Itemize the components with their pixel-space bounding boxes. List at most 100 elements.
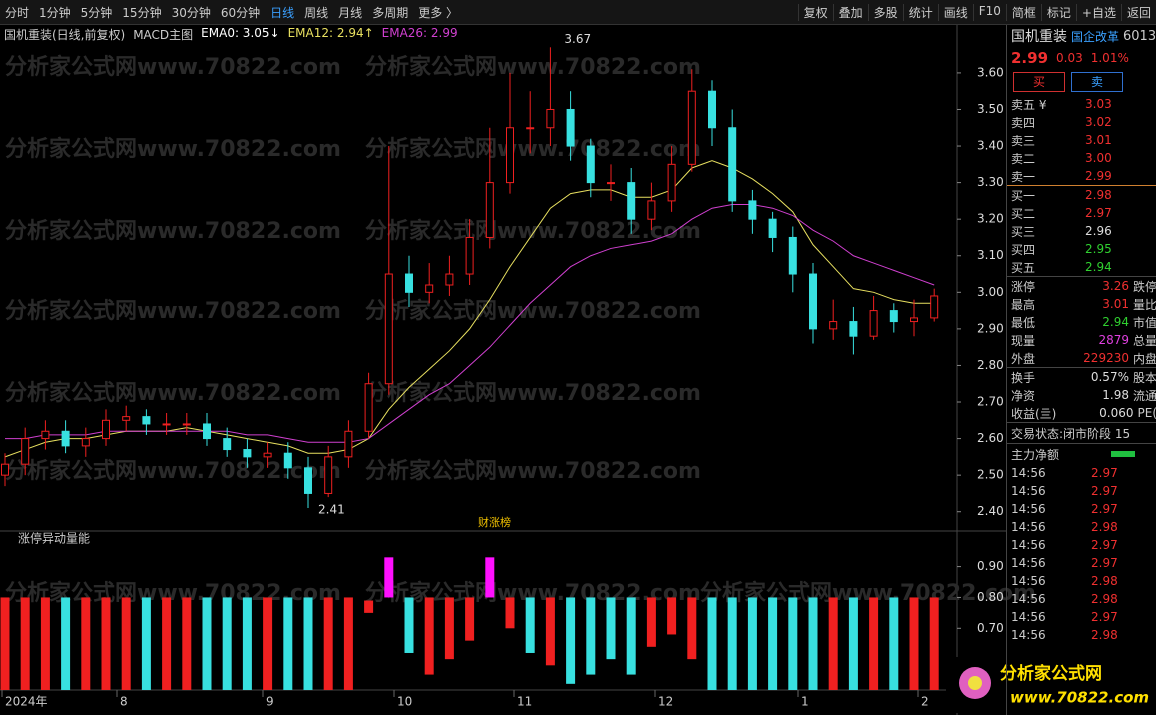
period-tab[interactable]: 分时	[5, 5, 30, 20]
tool-button[interactable]: +自选	[1075, 3, 1121, 21]
candle-body	[647, 200, 656, 220]
volume-bar	[788, 597, 798, 690]
candle-body	[667, 163, 676, 202]
chart-title: 国机重装(日线,前复权)	[4, 28, 126, 42]
y-tick-label: 2.90	[977, 321, 1004, 335]
y-tick-label: 3.40	[977, 139, 1004, 153]
y-tick-label: 2.50	[977, 468, 1004, 482]
tool-button[interactable]: 画线	[937, 3, 973, 21]
candle-body	[61, 430, 70, 447]
candle-body	[1, 463, 9, 476]
volume-bar	[646, 597, 656, 647]
candle-body	[182, 423, 191, 426]
candle-body	[223, 438, 232, 451]
candle-body	[445, 273, 454, 286]
candle-body	[506, 127, 514, 184]
status-row: 交易状态: 闭市阶段 15	[1007, 422, 1156, 443]
order-label: 卖一	[1011, 169, 1036, 184]
order-label: 卖五 ¥	[1011, 97, 1047, 112]
order-price: 3.03	[1085, 97, 1112, 111]
period-tab[interactable]: 1分钟	[39, 5, 71, 20]
stat-extra: 内盘	[1132, 351, 1156, 366]
panel-title: 涨停异动量能	[18, 531, 90, 546]
candle-body	[708, 90, 716, 129]
candle-body	[566, 108, 575, 147]
tool-button[interactable]: 简框	[1005, 3, 1041, 21]
candle-body	[324, 456, 333, 494]
volume-bar	[667, 597, 677, 635]
period-tab[interactable]: 月线	[338, 5, 363, 20]
period-tab[interactable]: 60分钟	[220, 5, 261, 20]
period-tab[interactable]: 周线	[304, 5, 329, 20]
period-tab[interactable]: 30分钟	[171, 5, 211, 20]
tool-button[interactable]: 叠加	[832, 3, 868, 21]
candle-body	[142, 416, 151, 425]
candle-body	[526, 127, 535, 130]
tick-time: 14:56	[1011, 538, 1046, 552]
stat-extra: 股本	[1132, 370, 1156, 385]
stat-extra: 量比	[1132, 297, 1156, 312]
candle-body	[263, 452, 272, 458]
candle-body	[283, 452, 292, 469]
tick-time: 14:56	[1011, 466, 1046, 480]
buy-button[interactable]: 买	[1013, 72, 1065, 92]
stat-value: 2.94	[1102, 315, 1129, 329]
ema0: EMA0: 3.05↓	[201, 26, 280, 40]
stock-code: 6013	[1123, 28, 1156, 44]
candle-body	[849, 321, 858, 337]
candle-body	[748, 200, 757, 220]
candle-body	[788, 236, 797, 275]
tick-row: 14:56 2.97	[1007, 536, 1156, 554]
volume-bar	[101, 597, 111, 690]
tool-button[interactable]: 返回	[1120, 3, 1156, 21]
period-tab[interactable]: 15分钟	[122, 5, 162, 20]
period-tab[interactable]: 日线	[270, 5, 295, 20]
order-price: 2.96	[1085, 224, 1112, 238]
volume-bar	[929, 597, 939, 690]
tool-button[interactable]: F10	[972, 3, 1006, 21]
chart-header: 国机重装(日线,前复权) MACD主图 EMA0: 3.05↓ EMA12: 2…	[4, 26, 458, 42]
period-tab[interactable]: 5分钟	[80, 5, 113, 20]
y-tick-label: 3.30	[977, 175, 1004, 189]
stat-label: 换手	[1011, 370, 1036, 385]
candle-body	[304, 467, 312, 494]
candle-body	[869, 310, 878, 337]
x-tick-label: 12	[658, 695, 673, 709]
period-tab[interactable]: 多周期	[372, 5, 409, 20]
ema26: EMA26: 2.99	[381, 26, 458, 40]
tick-row: 14:56 2.98	[1007, 590, 1156, 608]
candle-body	[122, 416, 131, 421]
volume-bar	[586, 597, 596, 675]
volume-bar	[0, 597, 10, 690]
watermark: 分析家公式网www.70822.com	[5, 298, 341, 324]
order-price: 2.99	[1085, 169, 1112, 183]
tick-time: 14:56	[1011, 628, 1046, 642]
candle-body	[102, 419, 110, 440]
tick-price: 2.98	[1091, 574, 1118, 588]
order-price: 3.00	[1085, 151, 1112, 165]
watermark: 分析家公式网www.70822.com	[5, 136, 341, 162]
tool-button[interactable]: 统计	[902, 3, 938, 21]
concept-tag: 国企改革	[1071, 29, 1120, 44]
volume-bar	[121, 597, 131, 690]
tool-button[interactable]: 标记	[1040, 3, 1076, 21]
period-tab[interactable]: 更多 〉	[418, 5, 459, 20]
tool-button[interactable]: 多股	[867, 3, 903, 21]
x-tick-label: 1	[801, 695, 809, 709]
tool-button[interactable]: 复权	[797, 3, 833, 21]
volume-bar	[242, 597, 252, 690]
volume-bar	[869, 597, 879, 690]
y-tick-label: 3.10	[977, 248, 1004, 262]
volume-bar	[848, 597, 858, 690]
candle-body	[586, 145, 595, 184]
volume-bar	[808, 597, 818, 690]
order-row: 买四 2.95	[1007, 240, 1156, 258]
watermark: 分析家公式网www.70822.com	[365, 458, 701, 484]
logo-icon	[968, 676, 982, 690]
stat-extra: PE(	[1137, 406, 1156, 420]
sell-button[interactable]: 卖	[1071, 72, 1123, 92]
stat-row: 最高 3.01 量比	[1007, 295, 1156, 313]
net-flow-row: 主力净额	[1007, 443, 1156, 464]
candle-body	[364, 383, 373, 432]
order-row: 买二 2.97	[1007, 204, 1156, 222]
